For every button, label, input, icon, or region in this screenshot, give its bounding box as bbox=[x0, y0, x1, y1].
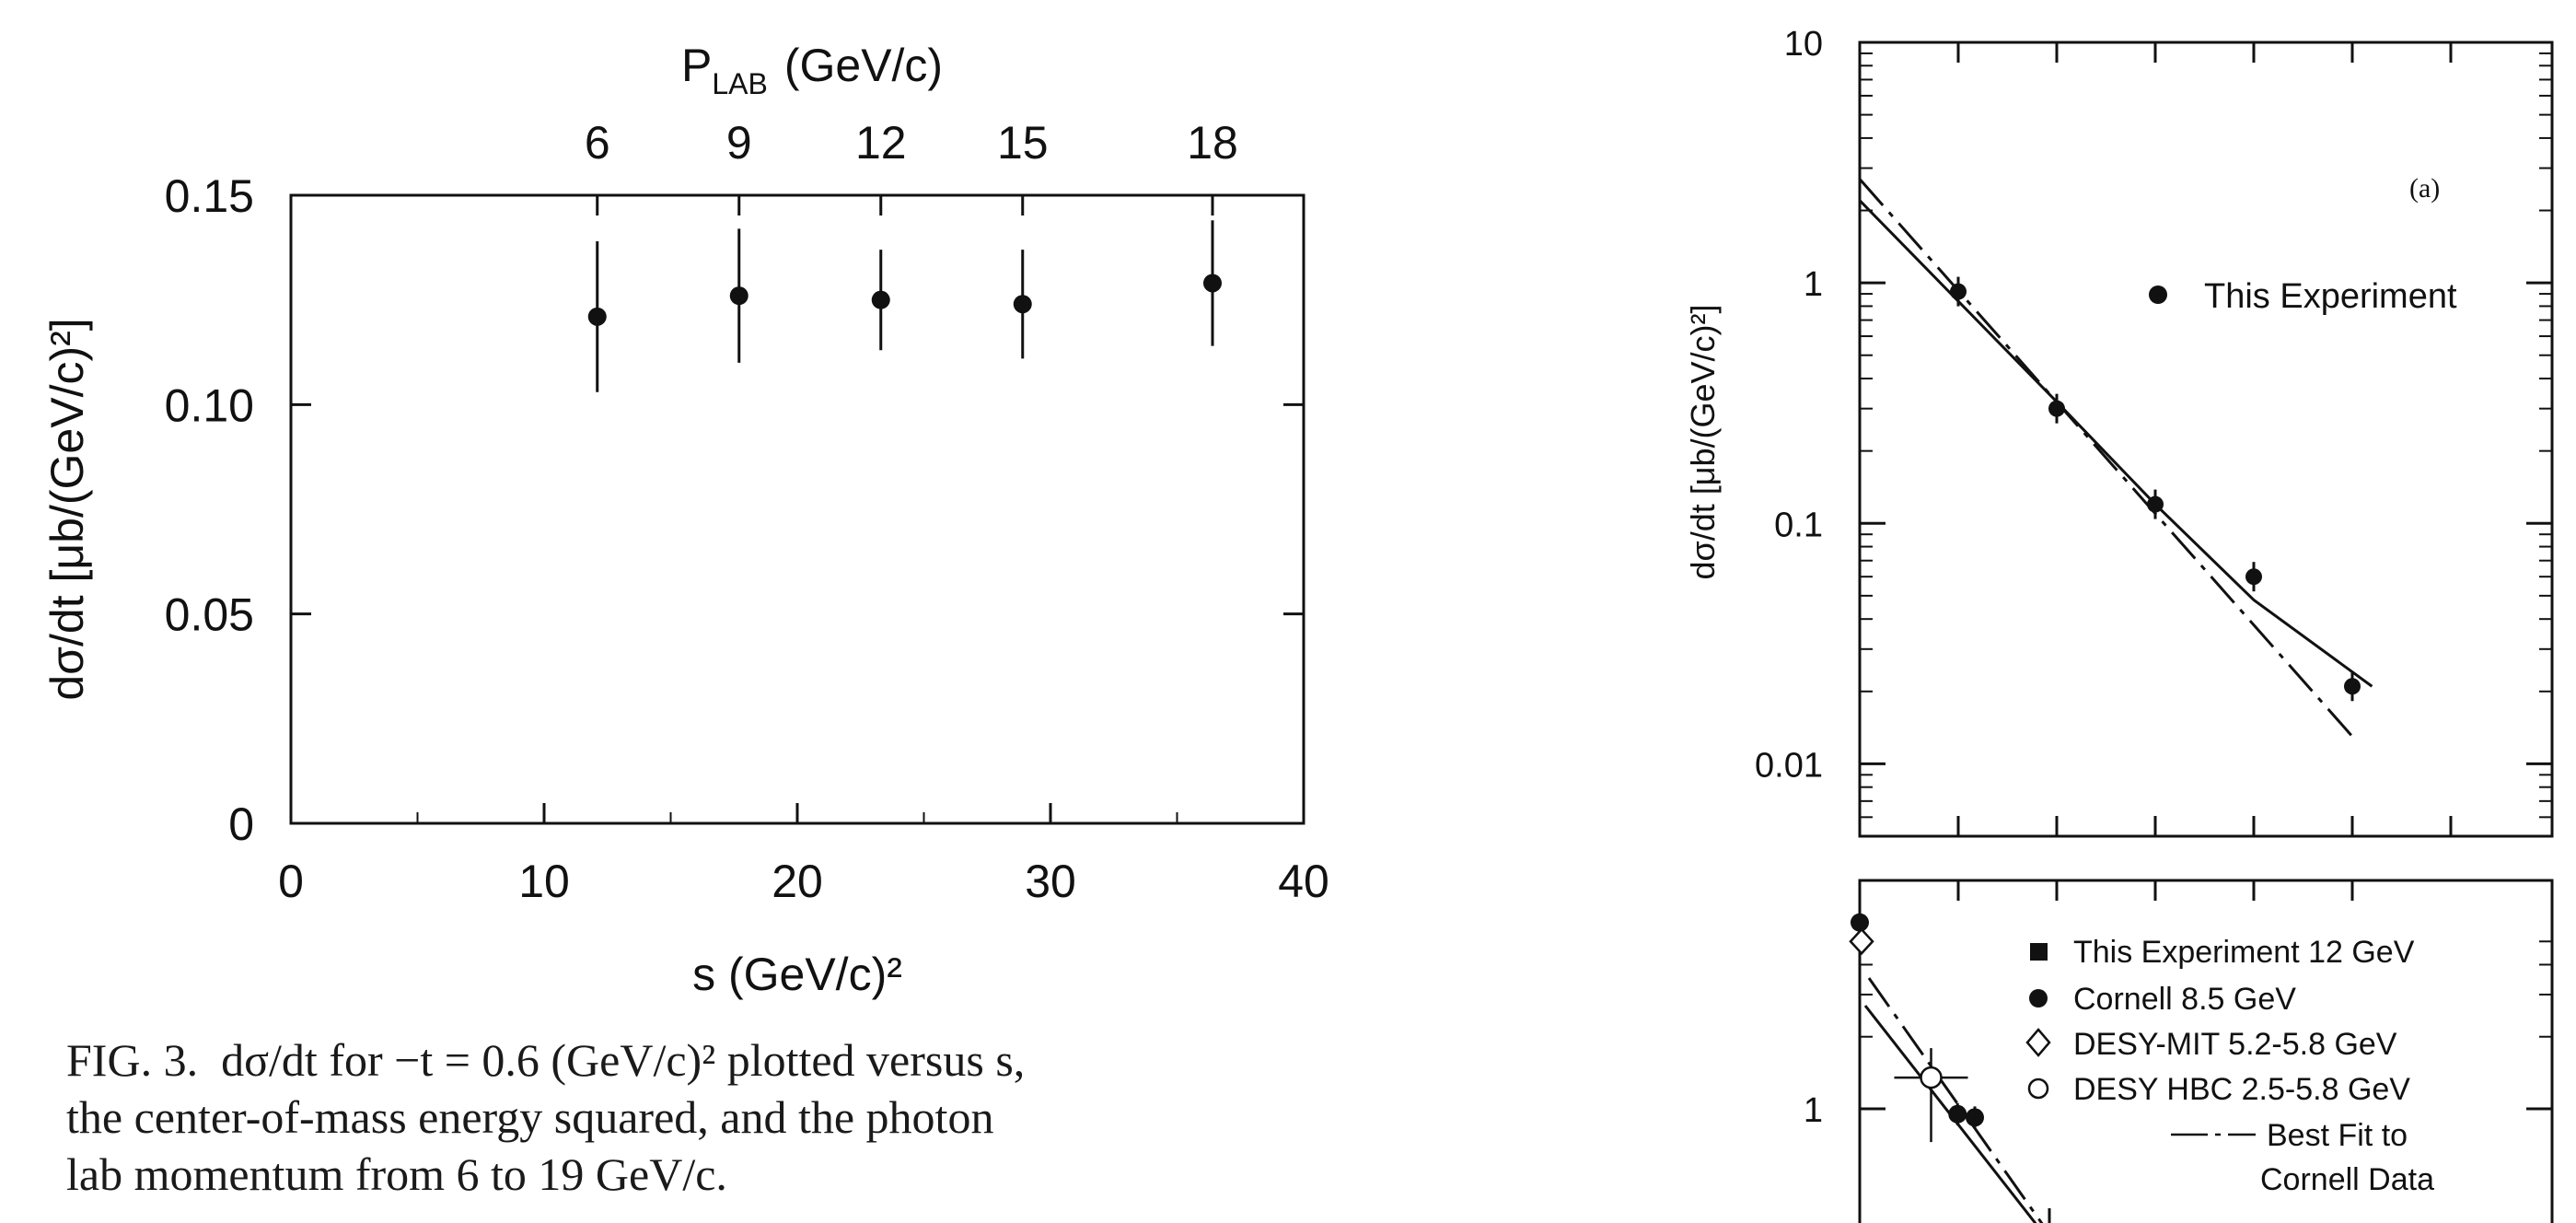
panel-b-cornell-point bbox=[1966, 1108, 1984, 1127]
caption-line-3: lab momentum from 6 to 19 GeV/c. bbox=[66, 1148, 727, 1200]
top-tick-label: 18 bbox=[1187, 117, 1238, 169]
svg-text:dσ/dt [μb/(GeV/c)²]: dσ/dt [μb/(GeV/c)²] bbox=[41, 318, 93, 700]
panel-a-data-point bbox=[2245, 568, 2262, 586]
figure-caption: FIG. 3. dσ/dt for −t = 0.6 (GeV/c)² plot… bbox=[66, 1031, 1374, 1203]
panel-b-cornell-point bbox=[1948, 1104, 1967, 1124]
data-point bbox=[729, 286, 748, 306]
legend-marker-square bbox=[2030, 943, 2048, 961]
legend-marker-cornell bbox=[2029, 989, 2048, 1008]
x-tick-label: 30 bbox=[1025, 856, 1076, 907]
top-axis-title: PLAB (GeV/c) bbox=[681, 40, 943, 100]
x-tick-label: 10 bbox=[518, 856, 570, 907]
caption-text-1: dσ/dt for −t = 0.6 (GeV/c)² plotted vers… bbox=[221, 1034, 1026, 1086]
panel-a: (a) dσ/dt [μb/(GeV/c)²] 10 1 0.1 0.01 This … bbox=[1684, 25, 2554, 838]
y-tick-label: 0.05 bbox=[165, 589, 254, 641]
top-tick-label: 6 bbox=[585, 117, 610, 169]
panel-a-frame bbox=[1858, 41, 2554, 838]
data-point bbox=[1203, 274, 1222, 293]
legend-label-cornell: Cornell 8.5 GeV bbox=[2073, 982, 2296, 1017]
legend-label-desy-mit: DESY-MIT 5.2-5.8 GeV bbox=[2073, 1027, 2397, 1062]
data-point bbox=[871, 290, 890, 309]
main-plot-frame bbox=[289, 193, 1305, 825]
legend-marker-desy-hbc bbox=[2027, 1077, 2049, 1100]
panel-a-y-tick-label: 0.01 bbox=[1755, 746, 1823, 785]
panel-a-data-point bbox=[2147, 495, 2164, 513]
legend-label-best-fit-1: Best Fit to bbox=[2267, 1118, 2408, 1153]
top-tick-label: 15 bbox=[997, 117, 1049, 169]
panel-a-data-point bbox=[2344, 678, 2361, 695]
x-tick-label: 20 bbox=[772, 856, 823, 907]
panel-a-data-point bbox=[2048, 400, 2065, 417]
top-tick-label: 9 bbox=[726, 117, 752, 169]
caption-line-1: FIG. 3. dσ/dt for −t = 0.6 (GeV/c)² plot… bbox=[66, 1031, 1374, 1089]
panel-b-desy-hbc-point bbox=[1920, 1066, 1943, 1089]
panel-a-y-tick-label: 0.1 bbox=[1774, 506, 1823, 544]
legend-marker-this-experiment bbox=[2149, 285, 2167, 304]
panel-b: 1 This Experiment 12 GeV Cornell 8.5 GeV… bbox=[1804, 879, 2554, 1223]
data-point bbox=[1013, 295, 1032, 314]
panel-b-frame bbox=[1858, 879, 2554, 1223]
legend-label-best-fit-2: Cornell Data bbox=[2260, 1162, 2434, 1197]
legend-label-desy-hbc: DESY HBC 2.5-5.8 GeV bbox=[2073, 1072, 2410, 1107]
panel-a-y-tick-label: 10 bbox=[1784, 25, 1823, 64]
y-tick-label: 0 bbox=[228, 798, 254, 850]
caption-prefix: FIG. 3. bbox=[66, 1034, 199, 1086]
x-tick-label: 40 bbox=[1278, 856, 1329, 907]
panel-b-cornell-point bbox=[1851, 913, 1869, 932]
panel-b-fit-line-dashdot bbox=[1867, 977, 2044, 1223]
legend-label-this-experiment-12: This Experiment 12 GeV bbox=[2073, 935, 2415, 970]
panel-a-data-point bbox=[1950, 283, 1967, 300]
y-tick-label: 0.10 bbox=[165, 379, 254, 431]
panel-a-fit-curve bbox=[1858, 178, 2354, 738]
main-chart: PLAB (GeV/c) dσ/dt [μb/(GeV/c)²] s (GeV/c… bbox=[41, 40, 1329, 1000]
legend-label-this-experiment: This Experiment bbox=[2204, 277, 2457, 316]
main-x-axis-title: s (GeV/c)² bbox=[692, 949, 902, 1000]
panel-a-y-tick-label: 1 bbox=[1804, 265, 1823, 304]
panel-a-fit-curve bbox=[1858, 199, 2373, 688]
data-point bbox=[587, 307, 607, 326]
svg-text:dσ/dt [μb/(GeV/c)²]: dσ/dt [μb/(GeV/c)²] bbox=[1684, 304, 1722, 579]
y-tick-label: 0.15 bbox=[165, 170, 254, 222]
panel-a-label: (a) bbox=[2409, 173, 2440, 204]
top-tick-label: 12 bbox=[855, 117, 907, 169]
main-y-axis-title: dσ/dt [μb/(GeV/c)²] bbox=[41, 318, 93, 700]
legend-marker-desy-mit bbox=[2025, 1028, 2051, 1057]
main-y-axis-label: dσ/dt [μb/(GeV/c)²] bbox=[41, 318, 93, 700]
caption-line-2: the center-of-mass energy squared, and t… bbox=[66, 1091, 994, 1143]
panel-a-y-axis-title: dσ/dt [μb/(GeV/c)²] bbox=[1684, 304, 1722, 579]
panel-b-y-tick-label: 1 bbox=[1804, 1091, 1823, 1130]
x-tick-label: 0 bbox=[278, 856, 304, 907]
panel-b-desy-mit-point bbox=[1849, 927, 1874, 956]
